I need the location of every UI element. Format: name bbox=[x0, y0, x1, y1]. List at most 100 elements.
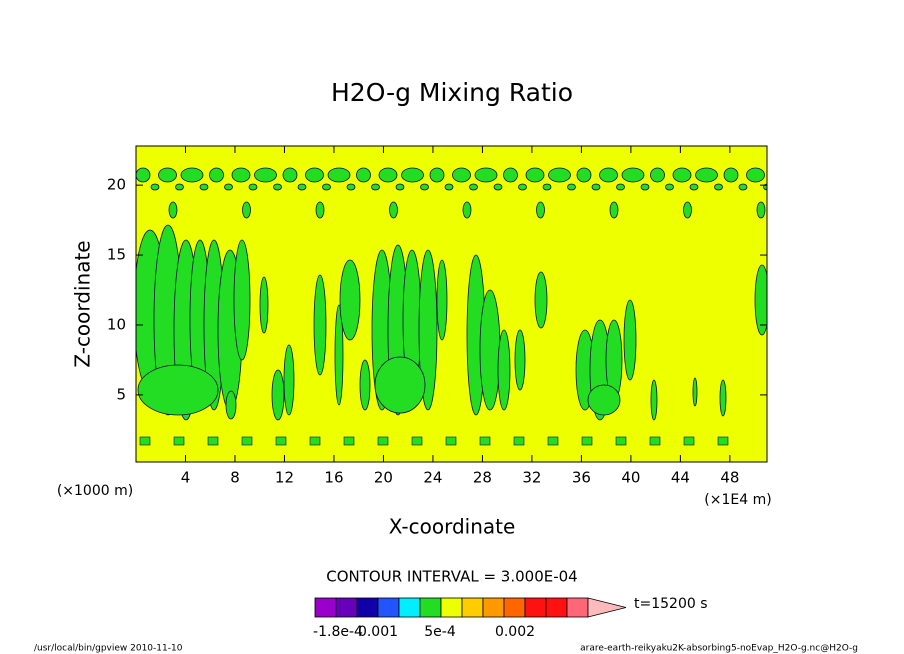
colorbar-label: 0.002 bbox=[495, 624, 535, 640]
colorbar-box bbox=[377, 597, 400, 618]
contour-fill bbox=[445, 436, 457, 446]
contour-fill bbox=[479, 436, 491, 446]
contour-fill bbox=[377, 436, 389, 446]
contour-fill bbox=[623, 299, 637, 381]
contour-fill bbox=[233, 239, 251, 361]
contour-fill bbox=[756, 201, 766, 219]
y-axis-label: Z-coordinate bbox=[71, 240, 95, 367]
contour-fill bbox=[241, 436, 253, 446]
colorbar-box bbox=[482, 597, 505, 618]
contour-fill bbox=[175, 183, 184, 191]
contour-fill bbox=[242, 201, 251, 219]
contour-fill bbox=[497, 329, 511, 411]
x-tick-label: 12 bbox=[275, 469, 294, 487]
contour-fill bbox=[714, 183, 723, 191]
contour-fill bbox=[173, 436, 185, 446]
contour-fill bbox=[420, 183, 429, 191]
colorbar-box bbox=[545, 597, 568, 618]
contour-fill bbox=[576, 167, 592, 183]
time-label: t=15200 s bbox=[634, 596, 708, 612]
contour-fill bbox=[395, 183, 405, 191]
contour-fill bbox=[137, 364, 219, 416]
contour-fill bbox=[374, 356, 426, 414]
contour-fill bbox=[692, 377, 698, 407]
contour-fill bbox=[621, 167, 645, 183]
contour-fill bbox=[150, 183, 160, 191]
contour-field bbox=[136, 167, 767, 446]
contour-fill bbox=[207, 436, 219, 446]
contour-fill bbox=[389, 201, 398, 219]
contour-fill bbox=[322, 183, 331, 191]
footer: arare-earth-reikyaku2K-absorbing5-noEvap… bbox=[580, 644, 858, 654]
footer: /usr/local/bin/gpview 2010-11-10 bbox=[34, 644, 183, 654]
contour-fill bbox=[672, 167, 692, 183]
contour-interval: CONTOUR INTERVAL = 3.000E-04 bbox=[326, 568, 577, 586]
contour-fill bbox=[525, 167, 545, 183]
contour-fill bbox=[315, 201, 325, 219]
contour-fill bbox=[273, 183, 282, 191]
y-tick-label: 20 bbox=[107, 176, 126, 194]
x-axis-label: X-coordinate bbox=[389, 515, 516, 539]
colorbar-label: 5e-4 bbox=[424, 624, 456, 640]
contour-fill bbox=[452, 167, 471, 183]
contour-fill bbox=[536, 201, 545, 219]
contour-fill bbox=[462, 201, 472, 219]
y-tick-label: 10 bbox=[107, 315, 126, 333]
contour-fill bbox=[271, 369, 285, 421]
x-tick-label: 32 bbox=[522, 469, 541, 487]
x-tick-label: 36 bbox=[572, 469, 591, 487]
contour-fill bbox=[411, 436, 423, 446]
contour-fill bbox=[139, 436, 151, 446]
contour-fill bbox=[738, 183, 748, 191]
plot-frame bbox=[135, 145, 768, 463]
contour-fill bbox=[209, 167, 224, 183]
contour-fill bbox=[689, 183, 699, 191]
colorbar-box bbox=[314, 597, 337, 618]
contour-fill bbox=[224, 183, 233, 191]
contour-fill bbox=[259, 276, 269, 334]
contour-fill bbox=[542, 183, 552, 191]
contour-fill bbox=[283, 344, 295, 416]
contour-fill bbox=[746, 167, 765, 183]
contour-fill bbox=[282, 167, 298, 183]
contour-fill bbox=[356, 167, 371, 183]
contour-fill bbox=[346, 183, 356, 191]
contour-fill bbox=[275, 436, 287, 446]
x-tick-label: 4 bbox=[181, 469, 191, 487]
colorbar-label: -1.8e-4 bbox=[313, 624, 363, 640]
x-tick-label: 16 bbox=[324, 469, 343, 487]
contour-fill bbox=[225, 390, 237, 420]
colorbar-box bbox=[419, 597, 442, 618]
x-tick-label: 40 bbox=[621, 469, 640, 487]
contour-fill bbox=[665, 183, 674, 191]
colorbar-box bbox=[356, 597, 379, 618]
x-tick-label: 20 bbox=[374, 469, 393, 487]
contour-fill bbox=[469, 183, 478, 191]
y-tick-label: 15 bbox=[107, 246, 126, 264]
contour-fill bbox=[231, 167, 251, 183]
contour-fill bbox=[754, 264, 767, 336]
contour-fill bbox=[695, 167, 718, 183]
contour-fill bbox=[609, 201, 619, 219]
contour-fill bbox=[503, 167, 518, 183]
contour-fill bbox=[493, 183, 503, 191]
x-tick-label: 44 bbox=[671, 469, 690, 487]
contour-fill bbox=[567, 183, 576, 191]
contour-fill bbox=[534, 271, 548, 329]
contour-fill bbox=[297, 183, 307, 191]
contour-fill bbox=[418, 249, 438, 411]
contour-fill bbox=[717, 436, 729, 446]
contour-fill bbox=[436, 259, 448, 341]
colorbar-box bbox=[503, 597, 526, 618]
chart-title: H2O-g Mixing Ratio bbox=[331, 78, 573, 107]
contour-fill bbox=[581, 436, 593, 446]
x-tick-label: 28 bbox=[473, 469, 492, 487]
contour-fill bbox=[615, 436, 627, 446]
x-tick-label: 24 bbox=[423, 469, 442, 487]
contour-fill bbox=[305, 167, 324, 183]
contour-fill bbox=[334, 304, 344, 406]
colorbar-box bbox=[461, 597, 484, 618]
contour-fill bbox=[429, 167, 445, 183]
x-tick-label: 48 bbox=[720, 469, 739, 487]
